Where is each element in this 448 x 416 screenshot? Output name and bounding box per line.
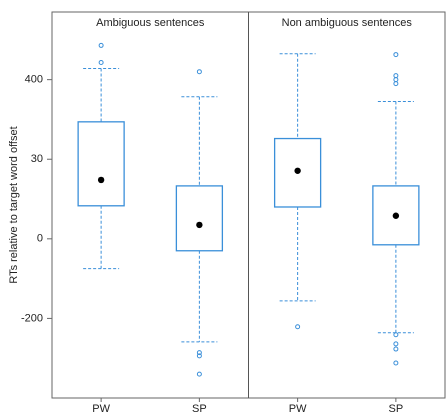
outlier — [393, 341, 399, 347]
mean-dot — [196, 221, 203, 229]
outlier — [98, 60, 104, 66]
x-tick-label: SP — [389, 403, 404, 415]
outlier — [393, 77, 399, 83]
outlier — [393, 346, 399, 352]
y-tick-label: 30 — [31, 153, 43, 165]
outlier — [393, 52, 399, 58]
y-axis-label: RTs relative to target word offset — [8, 126, 20, 283]
outlier — [98, 42, 104, 48]
mean-dot — [392, 212, 400, 219]
outlier — [393, 73, 399, 79]
outlier — [393, 332, 399, 338]
y-tick-label: 0 — [37, 233, 43, 245]
mean-dot — [294, 167, 301, 174]
box — [77, 121, 125, 207]
box — [175, 185, 224, 252]
outlier — [196, 353, 202, 359]
y-tick-label: -200 — [21, 312, 43, 324]
x-tick-label: SP — [192, 403, 207, 415]
mean-dot — [97, 176, 105, 184]
x-tick-label: PW — [289, 403, 307, 415]
y-tick-label: 400 — [25, 74, 43, 86]
outlier — [196, 69, 202, 75]
panel-title: Non ambiguous sentences — [282, 17, 413, 29]
x-tick-label: PW — [92, 403, 110, 415]
outlier — [393, 360, 399, 366]
outlier — [393, 81, 399, 87]
outlier — [196, 371, 202, 377]
panel-title: Ambiguous sentences — [96, 17, 205, 29]
outlier — [196, 350, 202, 356]
outlier — [295, 324, 301, 330]
